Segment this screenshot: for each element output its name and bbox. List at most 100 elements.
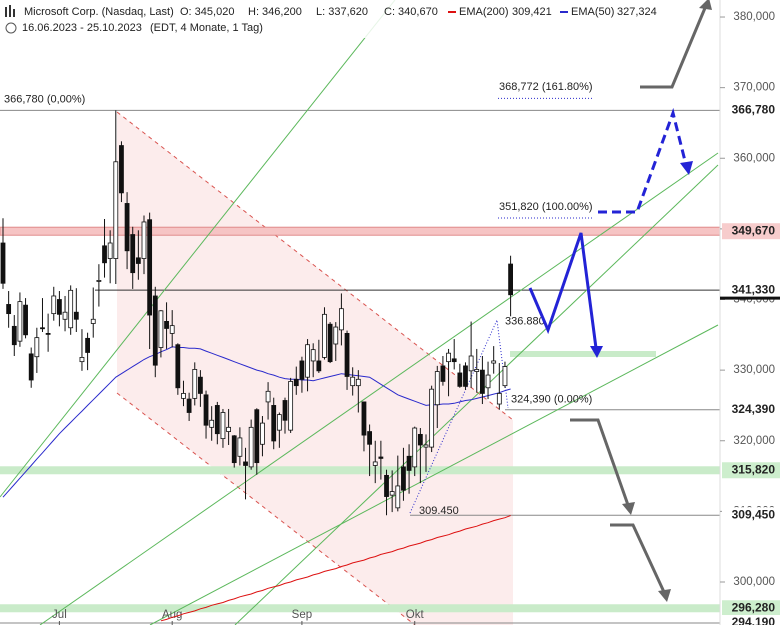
level-band bbox=[0, 226, 720, 236]
level-band bbox=[0, 466, 720, 475]
candle-body bbox=[96, 280, 102, 282]
candle-body bbox=[479, 369, 485, 394]
candle-body bbox=[254, 409, 260, 464]
candle-body bbox=[135, 257, 141, 264]
candle-body bbox=[378, 456, 384, 459]
trendline bbox=[0, 0, 396, 498]
level-band bbox=[0, 604, 720, 613]
annotation: 368,772 (161.80%) bbox=[499, 81, 593, 93]
candle-body bbox=[282, 400, 288, 421]
candle-body bbox=[440, 365, 446, 382]
trendline bbox=[234, 164, 719, 625]
candle-body bbox=[384, 474, 389, 497]
level-box bbox=[722, 401, 780, 418]
candle-body bbox=[389, 491, 395, 496]
annotation: 366,780 (0,00%) bbox=[4, 93, 85, 105]
candle-body bbox=[429, 388, 435, 448]
x-tick-label: Aug bbox=[162, 609, 182, 621]
y-tick-label: 370,000 bbox=[733, 82, 775, 94]
candle-body bbox=[164, 320, 169, 329]
candle-body bbox=[338, 308, 344, 331]
level-box bbox=[722, 462, 780, 479]
period-note: (EDT, 4 Monate, 1 Tag) bbox=[150, 22, 263, 34]
arrow bbox=[610, 523, 666, 593]
legend-label: EMA(200) bbox=[459, 6, 509, 18]
candle-body bbox=[260, 422, 265, 445]
arrow bbox=[570, 418, 630, 506]
candle-body bbox=[73, 311, 79, 320]
level-box bbox=[722, 282, 780, 299]
ema-line bbox=[2, 346, 511, 498]
level-label: 366,780 bbox=[732, 103, 776, 117]
channel bbox=[117, 112, 513, 625]
candle-body bbox=[248, 426, 254, 468]
candle-body bbox=[62, 311, 68, 320]
candle-body bbox=[367, 431, 373, 445]
candle-body bbox=[468, 355, 474, 372]
level-label: 294,190 bbox=[732, 615, 776, 625]
arrow-head bbox=[699, 0, 712, 10]
candle-body bbox=[226, 426, 232, 432]
candle-body bbox=[214, 405, 220, 435]
candle-body bbox=[412, 427, 418, 468]
candle-body bbox=[57, 299, 62, 315]
trendline bbox=[149, 324, 719, 625]
candle-body bbox=[350, 376, 356, 387]
candle-body bbox=[11, 325, 17, 346]
legend-value: 309,421 bbox=[512, 6, 552, 18]
y-tick-label: 320,000 bbox=[733, 435, 775, 447]
candle-body bbox=[220, 412, 226, 440]
candle-body bbox=[474, 369, 480, 372]
candle-body bbox=[209, 419, 215, 428]
candle-body bbox=[237, 437, 243, 457]
annotation: 351,820 (100.00%) bbox=[499, 201, 593, 213]
candle-body bbox=[496, 393, 502, 405]
level-box bbox=[722, 600, 780, 617]
y-tick-label: 360,000 bbox=[733, 152, 775, 164]
candle-body bbox=[276, 414, 282, 431]
ohlc: H: 346,200 bbox=[248, 6, 302, 18]
annotation: 309.450 bbox=[419, 505, 459, 517]
candle-body bbox=[130, 234, 136, 274]
candle-body bbox=[0, 242, 6, 284]
candle-body bbox=[28, 353, 34, 381]
candle-body bbox=[34, 337, 40, 358]
candle-body bbox=[113, 161, 119, 259]
candle-body bbox=[310, 349, 316, 362]
header-bg bbox=[0, 0, 400, 38]
candle-body bbox=[79, 357, 85, 363]
candle-body bbox=[417, 433, 423, 446]
candle-body bbox=[243, 461, 248, 466]
candle-body bbox=[231, 435, 237, 464]
candle-body bbox=[423, 444, 429, 448]
candle-body bbox=[305, 344, 310, 378]
arrow-head bbox=[622, 502, 635, 515]
chart-title: Microsoft Corp. (Nasdaq, Last) bbox=[24, 6, 174, 18]
ema-line bbox=[160, 515, 511, 622]
chart-icon bbox=[5, 5, 15, 17]
arrow-head bbox=[590, 346, 603, 358]
candle-body bbox=[344, 333, 350, 377]
candle-body bbox=[502, 366, 508, 387]
candle-body bbox=[401, 466, 406, 491]
candle-body bbox=[271, 405, 277, 442]
candle-body bbox=[68, 289, 74, 329]
candle-body bbox=[434, 371, 440, 406]
candle-body bbox=[457, 372, 463, 387]
candle-body bbox=[23, 304, 28, 336]
y-tick-label: 380,000 bbox=[733, 11, 775, 23]
candle-body bbox=[119, 145, 124, 194]
candle-body bbox=[451, 358, 457, 363]
candle-body bbox=[299, 360, 305, 380]
arrow bbox=[598, 107, 688, 214]
level-box bbox=[722, 507, 780, 524]
level-box bbox=[722, 615, 780, 625]
y-tick-label: 330,000 bbox=[733, 364, 775, 376]
plot-area bbox=[116, 111, 514, 625]
clock-icon bbox=[5, 22, 17, 34]
level-label: 341,330 bbox=[732, 282, 776, 296]
level-label: 309,450 bbox=[732, 507, 776, 521]
level-label: 296,280 bbox=[732, 600, 776, 614]
candle-body bbox=[17, 301, 23, 342]
candle-body bbox=[186, 398, 192, 413]
